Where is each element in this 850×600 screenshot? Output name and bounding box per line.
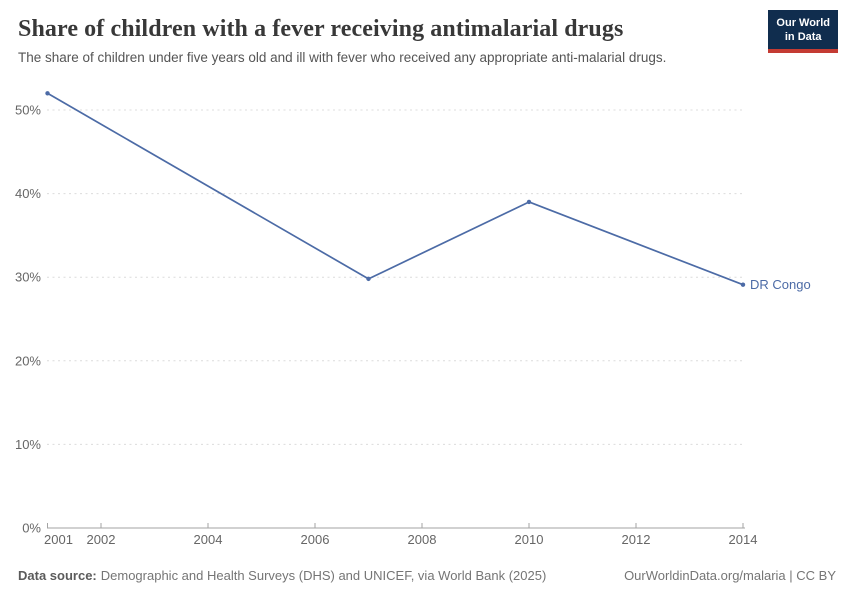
x-axis-tick-label: 2002 (87, 532, 116, 547)
chart-subtitle: The share of children under five years o… (18, 50, 667, 65)
x-axis-tick-label: 2012 (622, 532, 651, 547)
y-axis-tick-label: 0% (22, 521, 41, 536)
series-label[interactable]: DR Congo (750, 277, 811, 292)
y-axis-tick-label: 30% (15, 270, 41, 285)
y-axis-tick-label: 20% (15, 353, 41, 368)
y-axis-tick-label: 10% (15, 437, 41, 452)
data-point[interactable] (366, 276, 371, 282)
chart-footer: Data source: Demographic and Health Surve… (18, 568, 836, 583)
logo-line-2: in Data (784, 31, 822, 44)
data-source-label: Data source: (18, 568, 97, 583)
data-point[interactable] (526, 199, 532, 205)
data-source: Data source: Demographic and Health Surve… (18, 568, 546, 583)
chart-title: Share of children with a fever receiving… (18, 16, 624, 42)
line-chart[interactable]: 0% 10% 20% 30% 40% 50% 2001 2002 2004 2006 2008 201… (0, 75, 850, 555)
x-axis-tick-label: 2014 (729, 532, 758, 547)
y-axis-tick-label: 50% (15, 103, 41, 118)
x-axis-tick-label: 2006 (301, 532, 330, 547)
owid-logo: Our World in Data (768, 10, 838, 53)
series-line[interactable] (46, 92, 744, 286)
x-axis-tick-label: 2004 (194, 532, 223, 547)
x-axis-tick-label: 2008 (408, 532, 437, 547)
data-point[interactable] (740, 282, 746, 287)
data-point[interactable] (45, 91, 50, 96)
attribution-link[interactable]: OurWorldinData.org/malaria | CC BY (624, 568, 836, 583)
chart-header: Share of children with a fever receiving… (18, 16, 760, 65)
logo-line-1: Our World (776, 17, 830, 29)
y-axis-tick-label: 40% (15, 186, 41, 201)
data-source-text: Demographic and Health Surveys (DHS) and… (100, 568, 547, 583)
x-axis-tick-label: 2010 (515, 532, 544, 547)
x-axis-tick-label: 2001 (44, 532, 73, 547)
